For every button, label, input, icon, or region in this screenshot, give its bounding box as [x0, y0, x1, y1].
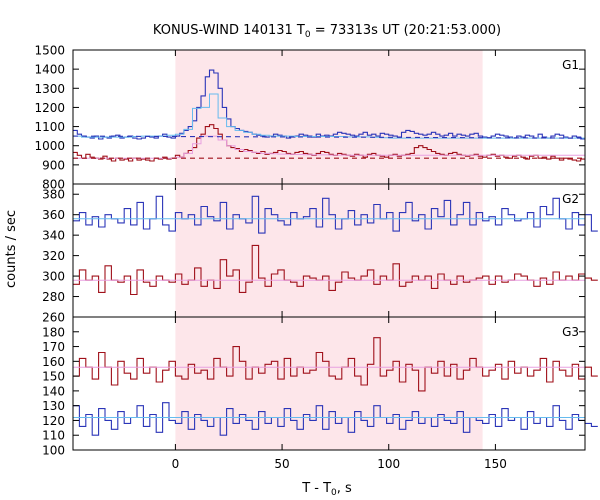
y-tick-label: 1400	[34, 63, 65, 77]
panel-label: G1	[562, 58, 579, 72]
y-tick-label: 340	[42, 229, 65, 243]
y-tick-label: 1000	[34, 139, 65, 153]
y-tick-label: 900	[42, 158, 65, 172]
x-tick-label: 100	[377, 457, 400, 471]
x-tick-label: 50	[274, 457, 289, 471]
y-tick-label: 160	[42, 355, 65, 369]
axes-layer: 800900100011001200130014001500G126028030…	[34, 44, 586, 471]
y-tick-label: 280	[42, 290, 65, 304]
x-tick-label: 150	[484, 457, 507, 471]
y-tick-label: 110	[42, 429, 65, 443]
x-tick-label: 0	[172, 457, 180, 471]
series-g1-1	[73, 124, 585, 162]
panel-frame-g3	[72, 316, 586, 451]
series-g1-3	[73, 135, 585, 159]
y-tick-label: 100	[42, 444, 65, 458]
panel-g2	[73, 195, 598, 296]
trigger-interval-shading	[175, 50, 483, 450]
y-tick-label: 320	[42, 249, 65, 263]
series-layer	[72, 69, 598, 436]
y-tick-label: 1500	[34, 44, 65, 58]
shaded-interval	[175, 50, 483, 450]
y-tick-label: 120	[42, 414, 65, 428]
x-axis-label: T - T0, s	[301, 481, 352, 498]
panel-g1	[72, 69, 586, 162]
y-tick-label: 1300	[34, 82, 65, 96]
y-tick-label: 300	[42, 270, 65, 284]
panel-g3	[73, 337, 598, 436]
y-tick-label: 180	[42, 325, 65, 339]
chart-title: KONUS-WIND 140131 T0 = 73313s UT (20:21:…	[153, 23, 501, 40]
y-tick-label: 140	[42, 384, 65, 398]
panel-label: G2	[562, 192, 579, 206]
series-g3-0	[73, 337, 598, 392]
y-tick-label: 380	[42, 188, 65, 202]
panel-label: G3	[562, 325, 579, 339]
y-axis-label: counts / sec	[4, 210, 19, 288]
y-tick-label: 130	[42, 399, 65, 413]
y-tick-label: 1200	[34, 101, 65, 115]
series-g2-0	[73, 195, 598, 234]
y-tick-label: 1100	[34, 120, 65, 134]
series-g1-4	[72, 135, 586, 139]
y-tick-label: 170	[42, 340, 65, 354]
y-tick-label: 360	[42, 208, 65, 222]
y-tick-label: 150	[42, 370, 65, 384]
y-tick-label: 800	[42, 178, 65, 192]
y-tick-label: 260	[42, 311, 65, 325]
